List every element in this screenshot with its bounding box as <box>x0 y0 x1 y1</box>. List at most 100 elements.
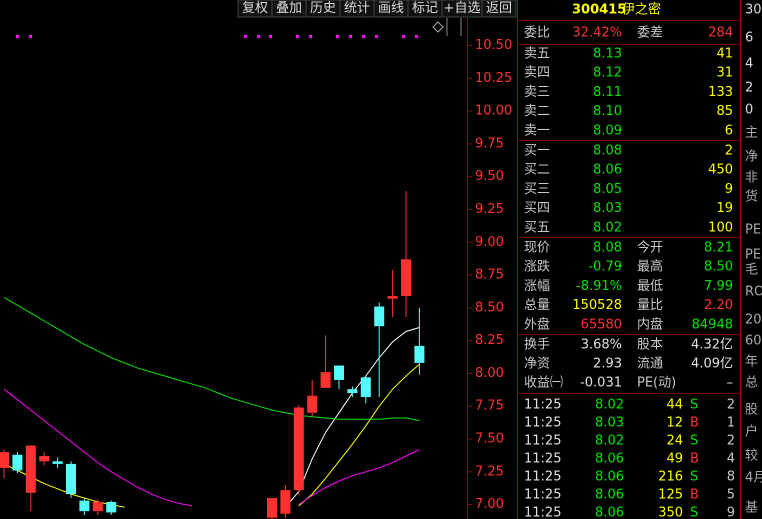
stock-name: 伊之密 <box>622 2 661 18</box>
toolbar-button[interactable] <box>481 0 517 18</box>
toolbar-button-label[interactable]: +自选 <box>444 1 481 16</box>
toolbar-button-label[interactable]: 历史 <box>310 1 336 16</box>
order-label: 买三 <box>524 182 550 197</box>
tick-side: S <box>690 470 698 485</box>
y-tick-label: 9.00 <box>475 235 504 250</box>
stat-label: 总量 <box>524 298 550 313</box>
fund-label: 收益㈠ <box>524 376 563 391</box>
stat-value: 8.21 <box>704 241 733 256</box>
tick-time: 11:25 <box>524 470 561 485</box>
toolbar-button-label[interactable]: 标记 <box>412 1 438 16</box>
side-text: 货 <box>745 189 758 205</box>
plot <box>0 191 425 519</box>
tick-volume: 49 <box>666 452 683 467</box>
side-text: 4 <box>745 57 753 72</box>
fund-label: 净资 <box>524 357 550 372</box>
toolbar-button-label[interactable]: 统计 <box>344 1 370 16</box>
stat-value: 7.99 <box>704 279 733 294</box>
side-text: 股 <box>745 403 758 418</box>
candle-body <box>347 389 358 394</box>
stat-value: 65580 <box>581 317 622 332</box>
stat-label: 今开 <box>637 240 663 256</box>
toolbar-button-label[interactable]: 叠加 <box>276 1 302 16</box>
candle-body <box>106 501 117 513</box>
diamond-icon <box>432 21 444 33</box>
candle-body <box>293 407 304 491</box>
fund-value: 2.93 <box>593 357 622 372</box>
order-price: 8.09 <box>593 123 622 138</box>
tick-volume: 216 <box>658 470 683 485</box>
label: 委比 <box>524 26 550 41</box>
tick-side: S <box>690 398 698 413</box>
tick-side: B <box>690 488 699 503</box>
candle-body <box>66 463 76 495</box>
y-tick-label: 10.50 <box>475 38 512 53</box>
value: 284 <box>708 26 733 41</box>
order-volume: 100 <box>708 220 733 235</box>
tick-side: S <box>690 506 698 519</box>
side-text: 非 <box>745 171 758 186</box>
order-price: 8.06 <box>593 163 622 178</box>
y-tick-label: 9.50 <box>475 169 504 184</box>
order-label: 卖一 <box>524 123 550 138</box>
fund-value: -0.031 <box>580 376 622 391</box>
tick-count: 1 <box>727 416 735 431</box>
separators <box>518 20 740 394</box>
tick-time: 11:25 <box>524 434 561 449</box>
side-text: 主 <box>745 126 758 141</box>
tick-volume: 125 <box>658 488 683 503</box>
fund-label: 换手 <box>524 338 550 353</box>
order-volume: 19 <box>716 201 733 216</box>
order-label: 卖三 <box>524 85 550 100</box>
order-label: 卖二 <box>524 104 550 119</box>
fund-value: 4.32亿 <box>691 338 733 353</box>
fund-value: 3.68% <box>581 338 622 353</box>
tick-volume: 24 <box>666 434 683 449</box>
candle-body <box>414 345 425 363</box>
stat-label: 涨跌 <box>524 259 550 275</box>
y-tick-label: 7.75 <box>475 399 504 414</box>
side-text: 20 <box>745 313 762 328</box>
candle-body <box>39 456 50 462</box>
order-price: 8.05 <box>593 182 622 197</box>
toolbar-button-label[interactable]: 画线 <box>378 1 404 16</box>
stat-value: 150528 <box>572 298 622 313</box>
order-label: 卖四 <box>524 66 550 81</box>
toolbar-button-label[interactable]: 返回 <box>486 1 512 16</box>
order-price: 8.02 <box>593 220 622 235</box>
toolbar-button-label[interactable]: 复权 <box>242 0 268 16</box>
order-label: 买四 <box>524 201 550 216</box>
order-price: 8.13 <box>593 47 622 62</box>
y-tick-label: 10.25 <box>475 71 512 86</box>
order-volume: 6 <box>725 123 733 138</box>
candle-body <box>334 365 344 380</box>
tick-volume: 12 <box>666 416 683 431</box>
candle-body <box>360 377 371 398</box>
order-label: 买一 <box>524 144 550 159</box>
y-tick-label: 9.75 <box>475 136 504 151</box>
candle-body <box>52 461 63 464</box>
label: 委差 <box>637 26 663 41</box>
y-tick-label: 7.50 <box>475 431 504 446</box>
stock-code: 300415 <box>572 3 626 18</box>
tick-price: 8.06 <box>595 506 624 519</box>
order-price: 8.08 <box>593 144 622 159</box>
candle-body <box>401 259 411 297</box>
candle-body <box>25 445 36 493</box>
side-text: 年 <box>745 355 758 370</box>
fund-label: PE(动) <box>637 376 676 391</box>
tick-price: 8.02 <box>595 398 624 413</box>
tick-count: 2 <box>727 434 735 449</box>
order-price: 8.12 <box>593 66 622 81</box>
fund-value: 4.09亿 <box>691 357 733 372</box>
tick-time: 11:25 <box>524 488 561 503</box>
stat-label: 外盘 <box>524 316 550 332</box>
stat-value: 2.20 <box>704 298 733 313</box>
tick-time: 11:25 <box>524 416 561 431</box>
order-volume: 9 <box>725 182 733 197</box>
candle-body <box>280 490 291 514</box>
